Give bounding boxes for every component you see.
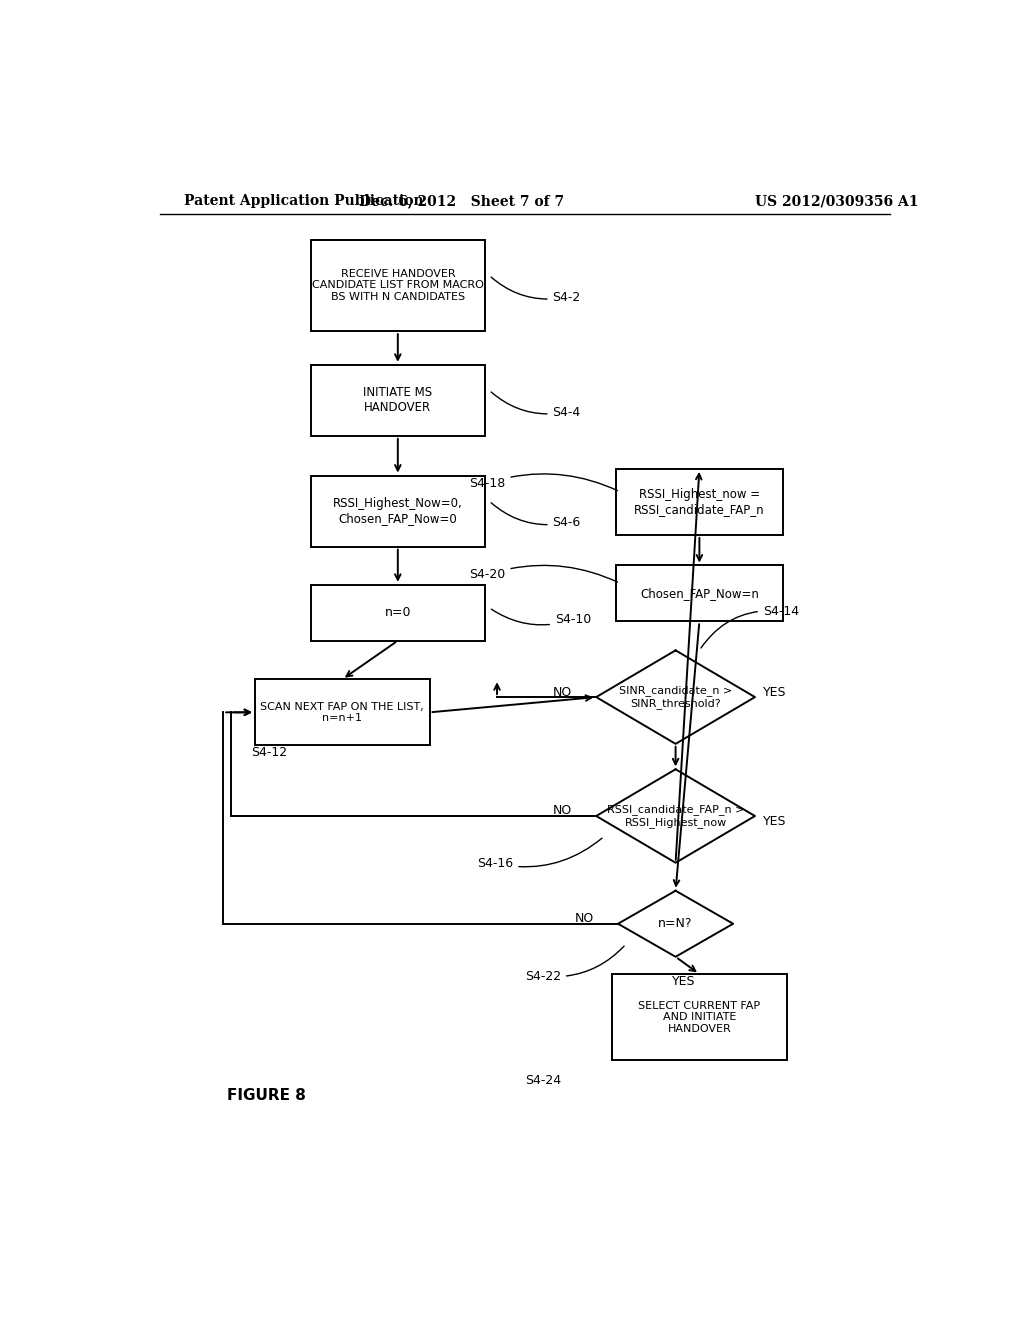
Text: SELECT CURRENT FAP
AND INITIATE
HANDOVER: SELECT CURRENT FAP AND INITIATE HANDOVER	[638, 1001, 761, 1034]
Text: RSSI_candidate_FAP_n >
RSSI_Highest_now: RSSI_candidate_FAP_n > RSSI_Highest_now	[607, 804, 744, 828]
Text: YES: YES	[763, 814, 786, 828]
Text: S4-22: S4-22	[524, 946, 624, 982]
Bar	[612, 974, 786, 1060]
Text: NO: NO	[553, 685, 571, 698]
Text: S4-6: S4-6	[492, 503, 581, 529]
Bar	[310, 475, 485, 546]
Text: FIGURE 8: FIGURE 8	[227, 1088, 306, 1104]
Text: Patent Application Publication: Patent Application Publication	[183, 194, 423, 209]
Bar	[255, 680, 430, 746]
Text: INITIATE MS
HANDOVER: INITIATE MS HANDOVER	[364, 387, 432, 414]
Text: SINR_candidate_n >
SINR_threshold?: SINR_candidate_n > SINR_threshold?	[618, 685, 732, 709]
Text: YES: YES	[763, 685, 786, 698]
Text: S4-14: S4-14	[701, 605, 799, 648]
Bar	[310, 585, 485, 640]
Text: SCAN NEXT FAP ON THE LIST,
n=n+1: SCAN NEXT FAP ON THE LIST, n=n+1	[260, 701, 424, 723]
Text: n=0: n=0	[385, 606, 411, 619]
Text: S4-18: S4-18	[469, 474, 617, 491]
Text: RSSI_Highest_Now=0,
Chosen_FAP_Now=0: RSSI_Highest_Now=0, Chosen_FAP_Now=0	[333, 498, 463, 525]
Bar	[310, 240, 485, 331]
Text: S4-2: S4-2	[492, 277, 581, 304]
Text: S4-10: S4-10	[492, 610, 591, 626]
Bar	[616, 565, 782, 622]
Text: S4-4: S4-4	[492, 392, 581, 418]
Bar	[310, 364, 485, 436]
Text: RECEIVE HANDOVER
CANDIDATE LIST FROM MACRO
BS WITH N CANDIDATES: RECEIVE HANDOVER CANDIDATE LIST FROM MAC…	[312, 269, 483, 302]
Text: n=N?: n=N?	[658, 917, 693, 931]
Text: S4-16: S4-16	[477, 838, 602, 870]
Text: YES: YES	[672, 975, 695, 989]
Text: S4-20: S4-20	[469, 565, 617, 582]
Text: S4-12: S4-12	[251, 747, 287, 759]
Text: Dec. 6, 2012   Sheet 7 of 7: Dec. 6, 2012 Sheet 7 of 7	[358, 194, 564, 209]
Text: S4-24: S4-24	[524, 1074, 561, 1088]
Text: Chosen_FAP_Now=n: Chosen_FAP_Now=n	[640, 587, 759, 599]
Bar	[616, 469, 782, 535]
Text: NO: NO	[574, 912, 594, 925]
Text: NO: NO	[553, 804, 571, 817]
Text: RSSI_Highest_now =
RSSI_candidate_FAP_n: RSSI_Highest_now = RSSI_candidate_FAP_n	[634, 488, 765, 516]
Text: US 2012/0309356 A1: US 2012/0309356 A1	[755, 194, 919, 209]
